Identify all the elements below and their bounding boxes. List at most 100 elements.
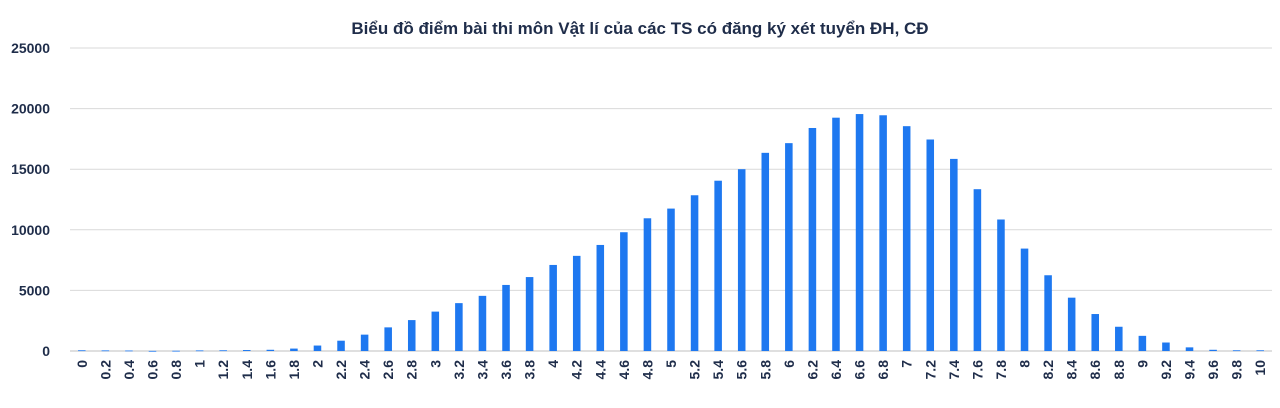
bar <box>1020 248 1029 351</box>
bar <box>1044 275 1052 351</box>
bar <box>620 232 628 351</box>
x-tick-label: 1.2 <box>215 360 231 380</box>
x-tick-label: 7 <box>899 360 915 368</box>
bar <box>714 180 722 351</box>
bar <box>926 139 935 351</box>
bar <box>78 350 86 352</box>
bar <box>101 350 110 352</box>
x-tick-label: 6.6 <box>852 360 868 380</box>
bar <box>572 255 581 351</box>
bar <box>1162 342 1170 351</box>
x-tick-label: 9 <box>1134 360 1150 368</box>
x-tick-label: 6.4 <box>828 360 844 380</box>
x-tick-label: 6.8 <box>875 360 891 380</box>
bar <box>549 264 557 351</box>
bar <box>431 311 440 351</box>
x-tick-label: 8.4 <box>1064 360 1080 380</box>
bar <box>667 208 675 351</box>
x-tick-label: 3.2 <box>451 360 467 380</box>
y-tick-label: 10000 <box>11 222 50 238</box>
chart-title: Biểu đồ điểm bài thi môn Vật lí của các … <box>351 19 928 38</box>
x-tick-label: 0.4 <box>121 360 137 380</box>
bar <box>337 340 345 351</box>
x-tick-label: 7.2 <box>922 360 938 380</box>
x-tick-label: 1 <box>192 360 208 368</box>
x-tick-label: 3.4 <box>474 360 490 380</box>
bar <box>808 127 817 351</box>
bar <box>879 115 887 352</box>
bar <box>1185 347 1194 351</box>
x-tick-label: 9.4 <box>1182 360 1198 380</box>
x-tick-label: 4.8 <box>639 360 655 380</box>
bar <box>1067 297 1076 351</box>
x-tick-label: 5.4 <box>710 360 726 380</box>
bar <box>1232 350 1241 352</box>
x-tick-label: 4.4 <box>592 360 608 380</box>
x-tick-label: 3 <box>427 360 443 368</box>
x-tick-label: 7.6 <box>969 360 985 380</box>
bar <box>1115 326 1123 351</box>
x-tick-label: 0 <box>74 360 90 368</box>
bar <box>596 244 605 351</box>
x-tick-label: 3.8 <box>522 360 538 380</box>
x-tick-label: 9.6 <box>1205 360 1221 380</box>
bar <box>266 349 275 351</box>
y-axis-ticks: 0 5000 10000 15000 20000 25000 <box>11 40 50 359</box>
x-tick-label: 1.8 <box>286 360 302 380</box>
bar <box>950 158 958 351</box>
bar <box>148 350 157 352</box>
bar <box>1209 349 1217 351</box>
x-tick-label: 5 <box>663 360 679 368</box>
x-axis-ticks: 0 0.2 0.4 0.6 0.8 1 1.2 1.4 1.6 1.8 2 2.2 2.4 2.6 2.8 3… <box>74 360 1268 380</box>
bar <box>195 350 204 352</box>
x-tick-label: 4 <box>545 360 561 368</box>
bar <box>172 350 180 352</box>
x-tick-label: 2.8 <box>404 360 420 380</box>
x-tick-label: 2.6 <box>380 360 396 380</box>
bar <box>785 143 793 351</box>
x-tick-label: 7.8 <box>993 360 1009 380</box>
bar <box>737 169 746 351</box>
x-tick-label: 5.2 <box>687 360 703 380</box>
y-tick-label: 20000 <box>11 101 50 117</box>
x-tick-label: 5.8 <box>757 360 773 380</box>
x-tick-label: 8 <box>1017 360 1033 368</box>
bars <box>78 114 1264 352</box>
bar <box>407 320 416 351</box>
bar <box>525 277 534 351</box>
bar <box>761 152 770 351</box>
x-tick-label: 4.6 <box>616 360 632 380</box>
x-tick-label: 6.2 <box>804 360 820 380</box>
y-tick-label: 25000 <box>11 40 50 56</box>
bar <box>455 303 463 351</box>
x-tick-label: 1.6 <box>262 360 278 380</box>
bar <box>125 350 133 352</box>
x-tick-label: 0.8 <box>168 360 184 380</box>
bar <box>384 327 392 351</box>
x-tick-label: 1.4 <box>239 360 255 380</box>
x-tick-label: 3.6 <box>498 360 514 380</box>
bar <box>219 350 227 352</box>
x-tick-label: 0.2 <box>97 360 113 380</box>
x-tick-label: 8.6 <box>1087 360 1103 380</box>
y-tick-label: 0 <box>42 343 50 359</box>
y-tick-label: 5000 <box>19 282 50 298</box>
bar <box>502 284 510 351</box>
bar <box>290 348 298 351</box>
bar <box>360 334 369 351</box>
bar <box>478 295 487 351</box>
x-tick-label: 0.6 <box>144 360 160 380</box>
bar <box>242 350 251 351</box>
x-tick-label: 7.4 <box>946 360 962 380</box>
bar <box>643 218 652 351</box>
bar <box>832 117 840 351</box>
x-tick-label: 8.2 <box>1040 360 1056 380</box>
bar <box>1091 314 1100 351</box>
bar <box>902 126 911 351</box>
x-tick-label: 9.2 <box>1158 360 1174 380</box>
x-tick-label: 2.2 <box>333 360 349 380</box>
bar <box>1256 350 1264 352</box>
bar <box>313 345 322 351</box>
y-tick-label: 15000 <box>11 161 50 177</box>
